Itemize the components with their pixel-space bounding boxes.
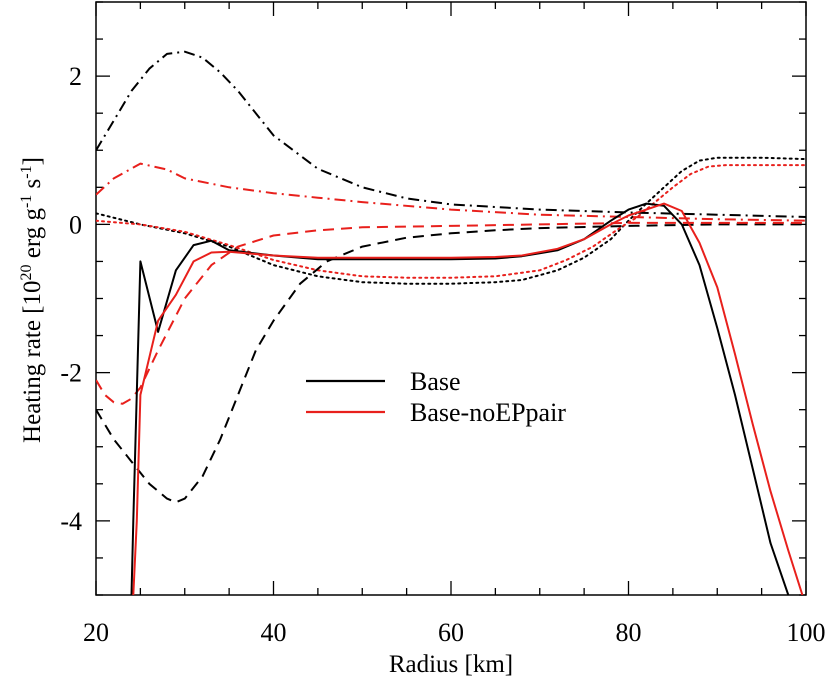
- axis-ticks: [95, 1, 807, 596]
- series-line-base-dotted: [96, 156, 806, 285]
- series-layer: [96, 50, 806, 595]
- x-axis-title: Radius [km]: [389, 651, 513, 678]
- y-tick-label: 2: [69, 62, 82, 91]
- x-tick-label: 20: [83, 618, 109, 647]
- legend-label-base: Base: [410, 367, 461, 396]
- y-axis-title: Heating rate [1020 erg g-1 s-1]: [18, 157, 46, 443]
- x-tick-label: 80: [616, 618, 642, 647]
- legend-label-base-noeppair: Base-noEPpair: [410, 398, 566, 427]
- plot-frame: [95, 1, 807, 596]
- series-line-base-dashed: [96, 223, 806, 504]
- series-line-base-noeppair-total: [132, 202, 804, 595]
- x-tick-label: 100: [787, 618, 826, 647]
- legend: Base Base-noEPpair: [306, 367, 566, 427]
- x-tick-label: 60: [438, 618, 464, 647]
- y-tick-label: -2: [60, 359, 82, 388]
- series-line-base-noeppair-dashed: [96, 221, 806, 405]
- series-line-base-total: [130, 202, 790, 595]
- x-tick-label: 40: [261, 618, 287, 647]
- tick-labels: 20 40 60 80 100 -4 -2 0 2: [60, 62, 825, 647]
- series-line-base-noeppair-dash-dot: [96, 162, 806, 222]
- y-tick-label: 0: [69, 210, 82, 239]
- series-line-base-dash-dot: [96, 50, 806, 218]
- y-tick-label: -4: [60, 507, 82, 536]
